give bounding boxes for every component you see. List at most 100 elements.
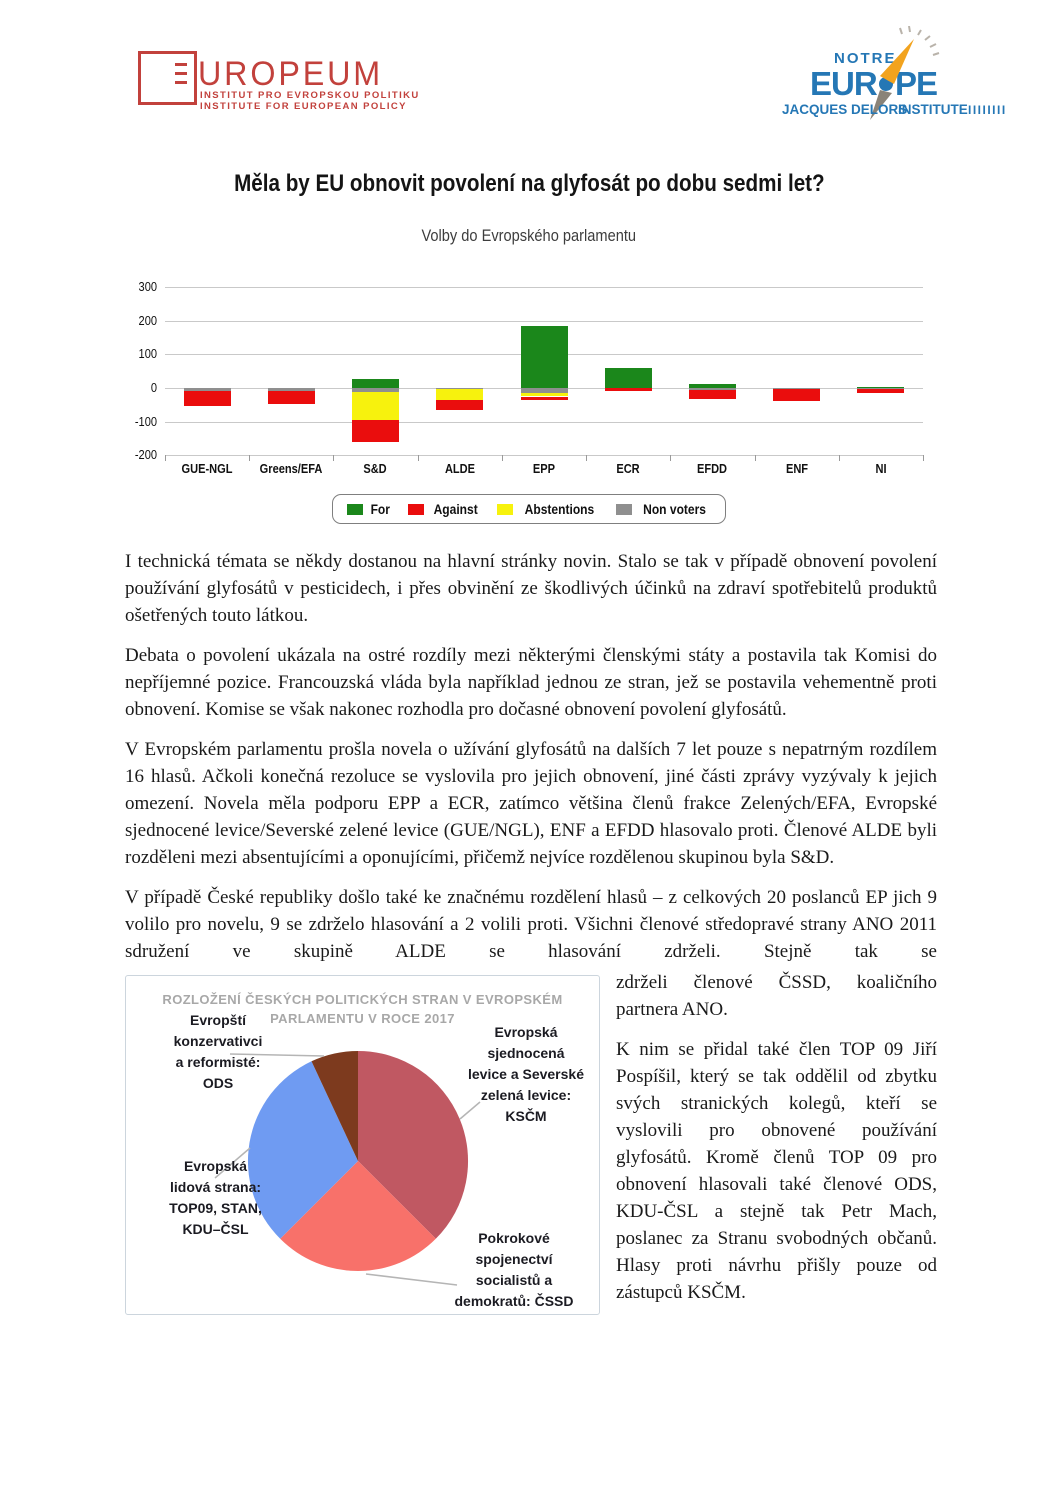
x-axis-tick <box>502 455 503 461</box>
y-axis-label: 200 <box>138 313 157 328</box>
compass-needle-north-icon <box>880 39 914 84</box>
paragraph: Debata o povolení ukázala na ostré rozdí… <box>125 645 937 720</box>
x-axis-tick <box>333 455 334 461</box>
paragraph: V Evropském parlamentu prošla novela o u… <box>125 739 937 868</box>
europeum-e-icon <box>175 63 187 66</box>
paragraph: I technická témata se někdy dostanou na … <box>125 551 937 626</box>
bar-NI-for <box>857 387 904 388</box>
x-axis-label: Greens/EFA <box>259 461 323 476</box>
legend-swatch-0 <box>347 503 364 515</box>
europeum-e-icon <box>175 81 187 84</box>
pie-label--ssd: Pokrokové spojenectví socialistů a demokrat… <box>454 1230 574 1309</box>
leader-line-cssd <box>365 1273 458 1286</box>
chart-legend: For Against Abstentions Non voters <box>0 494 1058 524</box>
leader-line-epp <box>214 1147 251 1179</box>
legend-swatch-3 <box>615 503 632 515</box>
gridline-200 <box>165 321 923 322</box>
legend-box: For Against Abstentions Non voters <box>332 494 726 524</box>
pie-box: ROZLOŽENÍ ČESKÝCH POLITICKÝCH STRAN V EV… <box>125 975 600 1315</box>
bar-GUE-NGL-against <box>184 391 231 406</box>
czech-parties-pie <box>214 1051 481 1286</box>
compass-needle-south-icon <box>870 90 892 120</box>
x-axis-label: S&D <box>363 461 387 476</box>
europe-word-right: PE <box>895 65 937 102</box>
legend-item-for: For <box>347 501 392 517</box>
bar-Greens/EFA-against <box>268 391 315 404</box>
pie-label-ods: Evropští konzervativci a reformisté: ODS <box>173 1012 263 1091</box>
bar-NI-against <box>857 389 904 393</box>
pie-slice-ks-m <box>358 1051 469 1239</box>
bar-EFDD-for <box>689 384 736 388</box>
europeum-wordmark: UROPEUM <box>198 55 384 93</box>
europeum-subtitle-en: INSTITUTE FOR EUROPEAN POLICY <box>200 101 407 112</box>
pie-label-top09-stan-kdu-sl: Evropská lidová strana: TOP09, STAN, KDU–ČS… <box>169 1158 262 1237</box>
x-axis-label: EFDD <box>696 461 728 476</box>
jacques-delors-word: JACQUES DELORS <box>782 102 907 117</box>
legend-swatch-1 <box>407 503 424 515</box>
paragraph: K nim se přidal také člen TOP 09 Jiří Po… <box>616 1039 937 1303</box>
y-axis-label: 0 <box>150 380 157 395</box>
x-axis-tick <box>755 455 756 461</box>
bar-ECR-against <box>605 388 652 391</box>
europeum-subtitle-cs: INSTITUT PRO EVROPSKOU POLITIKU <box>200 90 420 101</box>
x-axis-tick <box>586 455 587 461</box>
pie-slice--ssd <box>280 1161 436 1272</box>
bar-ALDE-against <box>436 400 483 410</box>
x-axis-label: EPP <box>532 461 556 476</box>
x-axis-label: GUE-NGL <box>181 461 233 476</box>
x-axis-tick <box>165 455 166 461</box>
bar-S&D-against <box>352 420 399 442</box>
bar-ENF-against <box>773 389 820 401</box>
bar-ENF-non-voters <box>773 388 820 389</box>
notre-word: NOTRE <box>834 50 897 67</box>
x-axis-tick <box>249 455 250 461</box>
europeum-square-icon <box>138 51 197 105</box>
legend-swatch-2 <box>496 503 513 515</box>
bar-ALDE-non-voters <box>436 388 483 389</box>
x-axis-label: NI <box>875 461 887 476</box>
institute-word: INSTITUTE <box>898 102 968 117</box>
x-axis-tick <box>839 455 840 461</box>
pie-slices <box>247 1051 469 1272</box>
article-body: I technická témata se někdy dostanou na … <box>125 548 937 1323</box>
bar-EPP-abstentions <box>521 393 568 396</box>
gridline--200 <box>165 455 923 456</box>
x-axis-tick <box>670 455 671 461</box>
bar-ALDE-abstentions <box>436 389 483 400</box>
votes-bar-chart: 300 200 100 0 -100 -200 GUE-NGL Greens/EFA S&D AL… <box>125 272 937 482</box>
x-axis-label: ECR <box>616 461 640 476</box>
bar-EFDD-against <box>689 390 736 399</box>
page-title: Měla by EU obnovit povolení na glyfosát … <box>233 170 825 197</box>
paragraph: zdrželi členové ČSSD, koaličního partner… <box>616 972 937 1020</box>
bar-S&D-abstentions <box>352 392 399 420</box>
y-axis-label: -200 <box>134 447 157 462</box>
x-axis-tick <box>923 455 924 461</box>
bar-GUE-NGL-non-voters <box>184 388 231 391</box>
chart-subtitle: Volby do Evropského parlamentu <box>421 226 637 245</box>
paragraph: V případě České republiky došlo také ke … <box>125 887 937 962</box>
x-axis-tick <box>418 455 419 461</box>
bar-Greens/EFA-non-voters <box>268 388 315 391</box>
legend-item-abstentions: Abstentions <box>496 501 600 517</box>
bar-NI-non-voters <box>857 388 904 389</box>
institute-bars-icon: IIIIIIII <box>968 103 1007 117</box>
europe-word-left: EUR <box>810 65 878 102</box>
pie-slice-ods <box>311 1051 358 1161</box>
leader-line-ods <box>229 1053 325 1057</box>
bar-S&D-for <box>352 379 399 388</box>
notre-europe-logo: NOTRE EUR PE JACQUES DELORS INSTITUTE II… <box>782 26 1007 120</box>
legend-item-nonvoters: Non voters <box>615 501 711 517</box>
x-axis-label: ALDE <box>444 461 476 476</box>
europeum-logo: UROPEUM INSTITUT PRO EVROPSKOU POLITIKU … <box>138 49 438 115</box>
bar-EPP-against <box>521 397 568 400</box>
y-axis-label: 100 <box>138 346 157 361</box>
europeum-e-icon <box>175 72 187 75</box>
bar-EFDD-non-voters <box>689 388 736 390</box>
y-axis-label: -100 <box>134 414 157 429</box>
pie-slice-top09-stan-kdu-sl <box>247 1061 358 1239</box>
bar-S&D-non-voters <box>352 388 399 392</box>
bar-ECR-for <box>605 368 652 388</box>
pie-label-ks-m: Evropská sjednocená levice a Severské zelen… <box>468 1024 584 1124</box>
gridline--100 <box>165 422 923 423</box>
